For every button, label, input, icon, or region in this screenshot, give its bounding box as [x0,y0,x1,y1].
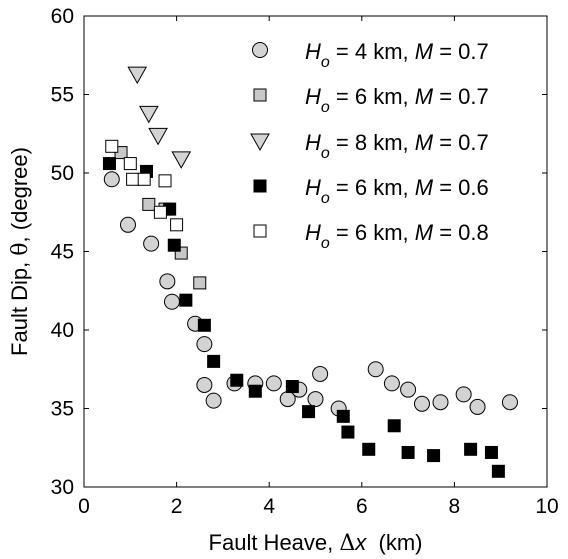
legend-label-4: Ho = 6 km, M = 0.6 [305,175,489,207]
y-axis-title-prefix: Fault Dip, [7,256,32,356]
data-point-series-4 [427,449,441,463]
data-point-series-3 [138,105,159,124]
x-tick-label: 0 [78,495,90,518]
data-point-series-3 [148,127,168,146]
data-point-series-1 [413,395,430,412]
data-point-series-4 [491,464,505,478]
data-point-series-4 [341,425,355,439]
data-point-series-1 [312,365,329,382]
data-point-series-1 [103,171,120,188]
data-point-series-1 [119,216,136,233]
x-axis-title-var: x [354,530,367,555]
y-tick-label: 30 [51,476,74,499]
data-point-series-1 [163,293,180,310]
y-axis-title-suffix: , (degree) [7,147,32,242]
data-point-series-1 [307,391,324,408]
data-point-series-1 [432,394,449,411]
data-point-series-2 [142,197,156,211]
data-point-series-4 [401,445,415,459]
legend-label-1: Ho = 4 km, M = 0.7 [305,39,489,71]
data-point-series-1 [455,386,472,403]
legend-label-2: Ho = 6 km, M = 0.7 [305,84,489,116]
legend-label-5: Ho = 6 km, M = 0.8 [305,220,489,252]
data-point-series-1 [367,361,384,378]
data-point-series-4 [362,442,376,456]
data-point-series-4 [484,445,498,459]
data-point-series-3 [127,66,148,85]
x-tick-label: 6 [356,495,368,518]
data-point-series-1 [159,273,176,290]
y-tick-label: 50 [51,162,74,185]
x-axis-title-prefix: Fault Heave, [209,530,340,555]
data-point-series-4 [302,405,316,419]
data-point-series-5 [158,174,172,188]
data-point-series-1 [143,235,160,252]
data-point-series-4 [336,409,350,423]
data-point-series-5 [126,172,140,186]
y-tick-label: 45 [51,241,74,264]
data-point-series-1 [400,381,417,398]
data-point-series-4 [167,238,181,252]
data-point-series-4 [197,318,211,332]
data-point-series-4 [464,442,478,456]
legend-marker-5 [253,224,267,238]
x-tick-label: 2 [171,495,183,518]
data-point-series-5 [105,139,119,153]
data-point-series-3 [171,151,192,169]
data-point-series-1 [265,375,282,392]
x-axis-title: Fault Heave, Δx (km) [209,530,423,556]
data-point-series-4 [102,157,116,171]
y-tick-label: 35 [51,398,74,421]
data-point-series-4 [207,354,221,368]
x-axis-title-unit: (km) [366,530,422,555]
axis-ticks: 0 2 4 6 8 10 30 35 40 45 50 55 60 [51,5,559,518]
y-tick-label: 40 [51,319,74,342]
y-axis-title: Fault Dip, θ, (degree) [7,147,33,356]
x-axis-title-symbol: Δ [339,531,355,556]
data-point-series-1 [469,398,486,415]
data-point-series-1 [196,336,213,353]
data-point-series-5 [123,157,137,171]
legend-marker-1 [252,42,268,58]
data-point-series-4 [285,380,299,394]
x-tick-label: 10 [535,495,558,518]
x-tick-label: 4 [263,495,275,518]
legend-label-3: Ho = 8 km, M = 0.7 [305,130,489,162]
y-tick-label: 60 [51,5,74,28]
x-tick-label: 8 [449,495,461,518]
data-point-series-1 [205,392,222,409]
data-point-series-4 [179,293,193,307]
data-point-series-4 [248,384,262,398]
data-point-series-4 [387,419,401,433]
legend: Ho = 4 km, M = 0.7 Ho = 6 km, M = 0.7 Ho =… [250,39,489,252]
data-point-series-2 [193,276,207,290]
data-point-series-5 [170,218,184,232]
y-axis-title-symbol: θ [8,242,33,255]
data-point-series-1 [501,394,518,411]
data-point-series-1 [196,376,213,393]
legend-marker-3 [250,133,270,152]
y-tick-label: 55 [51,84,74,107]
data-point-series-1 [383,375,400,392]
legend-marker-4 [253,179,267,193]
legend-marker-2 [253,88,267,102]
data-point-series-5 [153,205,167,219]
data-point-series-4 [230,373,244,387]
data-points [102,66,518,478]
data-point-series-5 [137,172,151,186]
